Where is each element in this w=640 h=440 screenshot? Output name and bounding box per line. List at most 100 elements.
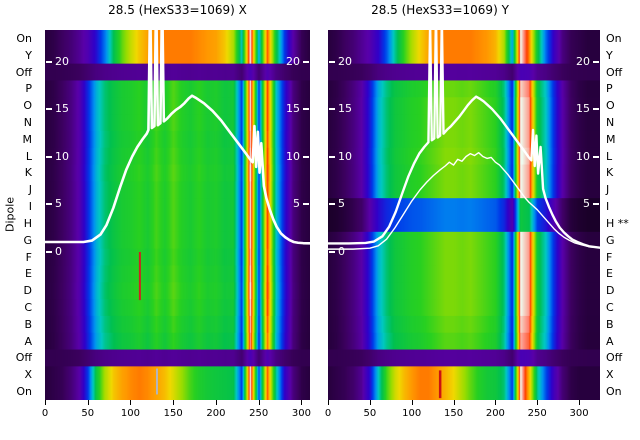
ytick-dash — [329, 203, 335, 205]
xtick-250 — [537, 400, 539, 405]
xtick-150 — [173, 400, 175, 405]
ytick-dash-right — [593, 13, 599, 15]
ytick-dash-right — [303, 60, 309, 63]
xtick-label-250: 250 — [249, 408, 269, 419]
row-label-left-k: K — [24, 166, 32, 180]
row-label-left-h: H — [23, 216, 32, 230]
panel-y-title: 28.5 (HexS33=1069) Y — [371, 3, 509, 17]
ytick-label-10: 10 — [55, 149, 69, 163]
ytick-dash-right — [303, 155, 309, 158]
row-label-right-h: H ** — [606, 216, 629, 230]
row-label-right-x: X — [606, 368, 614, 382]
ytick-dash — [329, 13, 335, 15]
ytick-label-0: 0 — [338, 244, 345, 258]
xtick-0 — [328, 400, 329, 405]
xtick-label-0: 0 — [324, 408, 332, 419]
row-label-right-m: M — [606, 132, 616, 146]
row-label-right-o: O — [606, 99, 615, 113]
row-label-left-b: B — [24, 317, 32, 331]
ytick-label-right-10: 10 — [286, 149, 300, 163]
ytick-dash-right — [303, 108, 309, 110]
ytick-label-25: 25 — [338, 7, 352, 20]
row-label-right-on: On — [606, 385, 622, 399]
ytick-label-right-15: 15 — [576, 102, 590, 115]
xtick-250 — [258, 400, 260, 405]
row-label-right-off: Off — [606, 351, 623, 365]
row-label-right-f: F — [606, 250, 613, 264]
xtick-label-200: 200 — [485, 408, 505, 419]
ytick-label-right-20: 20 — [286, 54, 300, 68]
xtick-label-150: 150 — [443, 408, 464, 419]
ytick-dash-right — [303, 13, 309, 15]
row-label-right-off: Off — [606, 65, 623, 79]
ytick-dash — [46, 155, 52, 158]
ytick-dash — [329, 155, 335, 158]
ytick-label-25: 25 — [55, 7, 69, 20]
xtick-label-50: 50 — [81, 408, 95, 419]
row-label-right-l: L — [606, 149, 613, 163]
row-label-right-g: G — [606, 233, 615, 247]
row-label-right-k: K — [606, 166, 614, 180]
row-label-left-on: On — [16, 385, 32, 399]
ytick-label-20: 20 — [55, 54, 69, 68]
xtick-200 — [215, 400, 217, 405]
row-label-left-d: D — [23, 284, 32, 298]
ytick-dash-right — [593, 155, 599, 158]
row-label-left-off: Off — [15, 65, 32, 79]
xtick-100 — [130, 400, 132, 405]
row-label-left-i: I — [28, 200, 32, 214]
ytick-label-right-5: 5 — [293, 197, 300, 210]
row-label-left-l: L — [25, 149, 32, 163]
ytick-dash — [46, 203, 52, 205]
row-label-left-on: On — [16, 31, 32, 45]
row-label-left-o: O — [23, 99, 32, 113]
row-label-right-b: B — [606, 317, 614, 331]
row-label-left-y: Y — [25, 48, 32, 62]
row-label-left-c: C — [24, 301, 32, 314]
row-label-left-g: G — [23, 233, 32, 247]
ytick-label-10: 10 — [338, 149, 352, 163]
ytick-dash — [329, 108, 335, 110]
ytick-label-right-20: 20 — [576, 54, 590, 68]
row-label-left-j: J — [28, 183, 32, 197]
row-label-right-p: P — [606, 82, 613, 96]
xtick-0 — [45, 400, 46, 405]
ytick-label-15: 15 — [55, 102, 69, 115]
ytick-label-right-15: 15 — [286, 102, 300, 115]
row-label-left-a: A — [24, 334, 32, 348]
xtick-300 — [301, 400, 303, 405]
row-label-left-off: Off — [15, 351, 32, 365]
ytick-dash-right — [593, 203, 599, 205]
row-label-right-on: On — [606, 31, 622, 45]
row-label-right-a: A — [606, 334, 614, 348]
ytick-dash — [329, 250, 335, 253]
ytick-dash — [329, 60, 335, 63]
ytick-label-15: 15 — [338, 102, 352, 115]
ytick-dash — [46, 13, 52, 15]
ytick-dash — [46, 60, 52, 63]
xtick-label-250: 250 — [527, 408, 547, 419]
ytick-label-20: 20 — [338, 54, 352, 68]
xtick-200 — [495, 400, 497, 405]
ytick-label-5: 5 — [55, 197, 62, 210]
row-label-left-p: P — [25, 82, 32, 96]
ytick-label-right-5: 5 — [583, 197, 590, 210]
row-label-right-e: E — [606, 267, 613, 281]
heatmap-x-canvas — [45, 30, 310, 400]
xtick-50 — [87, 400, 89, 405]
row-label-left-n: N — [23, 116, 32, 129]
row-label-left-x: X — [24, 368, 32, 382]
row-label-left-e: E — [25, 267, 32, 281]
row-label-right-y: Y — [606, 48, 613, 62]
row-label-right-c: C — [606, 301, 614, 314]
ytick-label-5: 5 — [338, 197, 345, 210]
xtick-300 — [579, 400, 581, 405]
xtick-label-100: 100 — [402, 408, 422, 419]
xtick-label-300: 300 — [291, 408, 311, 419]
xtick-label-0: 0 — [41, 408, 49, 419]
row-label-right-n: N — [606, 116, 615, 129]
ytick-dash-right — [303, 203, 309, 205]
xtick-label-200: 200 — [206, 408, 226, 419]
row-label-right-j: J — [606, 183, 610, 197]
panel-x-title: 28.5 (HexS33=1069) X — [108, 3, 247, 17]
